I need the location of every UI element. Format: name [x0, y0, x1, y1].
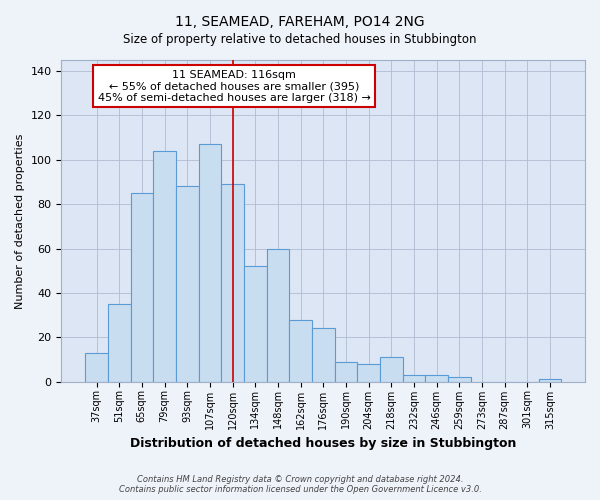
Bar [85, 353, 108, 382]
Bar [448, 377, 470, 382]
Bar [108, 304, 131, 382]
Bar [380, 358, 403, 382]
Bar [312, 328, 335, 382]
Bar [244, 266, 266, 382]
Bar [357, 364, 380, 382]
Bar [131, 193, 153, 382]
Text: 11, SEAMEAD, FAREHAM, PO14 2NG: 11, SEAMEAD, FAREHAM, PO14 2NG [175, 15, 425, 29]
Bar [176, 186, 199, 382]
Text: 11 SEAMEAD: 116sqm
← 55% of detached houses are smaller (395)
45% of semi-detach: 11 SEAMEAD: 116sqm ← 55% of detached hou… [98, 70, 371, 103]
Y-axis label: Number of detached properties: Number of detached properties [15, 133, 25, 308]
Bar [289, 320, 312, 382]
Bar [199, 144, 221, 382]
Text: Size of property relative to detached houses in Stubbington: Size of property relative to detached ho… [123, 32, 477, 46]
Bar [539, 380, 561, 382]
Bar [266, 248, 289, 382]
Bar [335, 362, 357, 382]
Bar [403, 375, 425, 382]
Bar [425, 375, 448, 382]
Text: Contains HM Land Registry data © Crown copyright and database right 2024.
Contai: Contains HM Land Registry data © Crown c… [119, 475, 481, 494]
X-axis label: Distribution of detached houses by size in Stubbington: Distribution of detached houses by size … [130, 437, 517, 450]
Bar [221, 184, 244, 382]
Bar [153, 151, 176, 382]
